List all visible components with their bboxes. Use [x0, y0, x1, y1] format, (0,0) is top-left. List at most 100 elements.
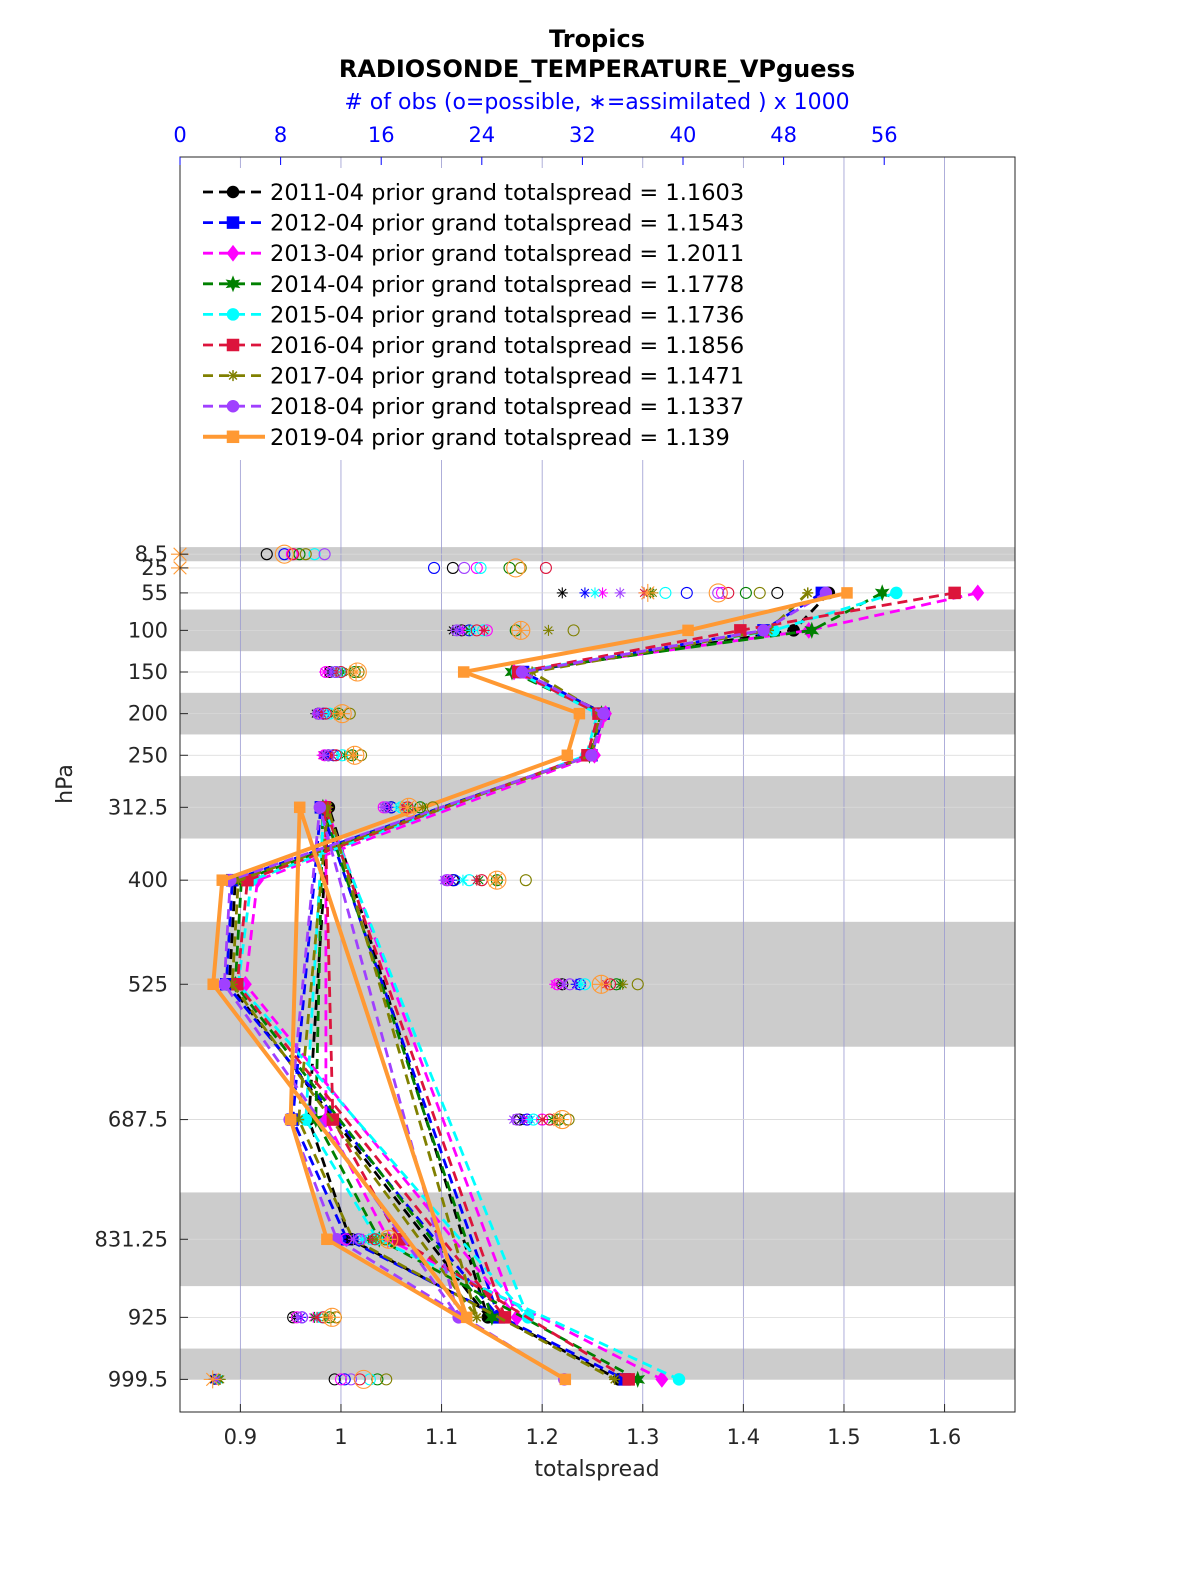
asterisk-stroke — [326, 667, 336, 677]
asterisk-stroke — [472, 875, 482, 885]
asterisk-stroke — [610, 1374, 620, 1384]
assimilated-count-marker — [597, 587, 609, 599]
data-point — [226, 399, 240, 413]
data-point — [559, 1373, 572, 1386]
data-point — [227, 370, 239, 382]
data-point — [284, 1113, 297, 1126]
possible-count-marker — [659, 586, 672, 599]
data-point — [226, 338, 240, 352]
possible-count-marker — [380, 1373, 393, 1386]
asterisk-stroke — [598, 588, 607, 598]
asterisk-stroke — [452, 626, 461, 635]
assimilated-count-marker — [486, 871, 505, 890]
possible-count-marker — [293, 548, 306, 561]
data-point — [655, 1371, 669, 1388]
asterisk-stroke — [380, 1232, 395, 1247]
assimilated-count-marker — [451, 624, 463, 636]
possible-count-marker — [287, 548, 300, 561]
asterisk-stroke — [590, 588, 600, 598]
legend-label: 2017-04 prior grand totalspread = 1.1471 — [270, 364, 744, 390]
possible-count-marker — [344, 1373, 358, 1386]
data-point — [757, 624, 770, 637]
asterisk-stroke — [488, 873, 503, 887]
asterisk-stroke — [615, 588, 625, 598]
asterisk-stroke — [576, 979, 586, 989]
series-line — [211, 590, 848, 1382]
possible-count-marker — [308, 548, 321, 561]
assimilated-count-marker — [311, 1311, 323, 1323]
data-point — [216, 874, 229, 886]
possible-count-marker — [334, 1373, 348, 1386]
possible-count-marker — [470, 561, 483, 574]
x-tick-label: 1.2 — [525, 1425, 558, 1449]
asterisk-stroke — [558, 588, 567, 598]
possible-count-marker — [278, 548, 291, 561]
top-axis-label: # of obs (o=possible, ∗=assimilated ) x … — [344, 90, 849, 115]
data-point — [971, 584, 985, 602]
asterisk-stroke — [641, 586, 655, 600]
asterisk-stroke — [803, 588, 813, 598]
asterisk-stroke — [324, 1310, 338, 1325]
data-point — [804, 621, 820, 639]
asterisk-stroke — [327, 750, 337, 760]
top-tick-label: 24 — [468, 123, 495, 147]
asterisk-stroke — [508, 1115, 518, 1124]
asterisk-stroke — [379, 803, 388, 812]
x-tick-label: 1.4 — [727, 1425, 760, 1449]
asterisk-stroke — [312, 709, 322, 718]
possible-count-marker — [708, 583, 728, 603]
y-axis-label: hPa — [53, 764, 78, 804]
asterisk-stroke — [480, 626, 489, 635]
data-point — [457, 666, 470, 678]
assimilated-count-marker — [614, 587, 626, 599]
asterisk-stroke — [349, 665, 363, 679]
assimilated-count-marker — [525, 1114, 537, 1126]
y-tick-label: 312.5 — [108, 795, 168, 819]
y-tick-label: 831.25 — [95, 1227, 168, 1251]
series-2019-04 — [207, 587, 853, 1386]
data-point — [293, 801, 306, 814]
assimilated-count-marker — [321, 1308, 340, 1327]
legend-label: 2014-04 prior grand totalspread = 1.1778 — [270, 272, 744, 298]
x-tick-label: 1.6 — [928, 1425, 961, 1449]
data-point — [597, 707, 610, 720]
y-tick-label: 250 — [128, 743, 168, 767]
data-point — [226, 216, 240, 229]
assimilated-count-marker — [579, 587, 591, 599]
data-point — [226, 308, 240, 321]
assimilated-count-marker — [478, 624, 490, 636]
asterisk-stroke — [371, 1235, 381, 1244]
possible-count-marker — [274, 544, 294, 564]
assimilated-count-marker — [378, 1230, 397, 1249]
data-point — [226, 185, 240, 199]
y-tick-label: 525 — [128, 972, 168, 996]
asterisk-stroke — [312, 1313, 322, 1322]
data-point — [874, 584, 890, 602]
asterisk-stroke — [526, 1115, 536, 1124]
possible-count-marker — [539, 561, 552, 574]
series-line — [235, 591, 955, 1381]
x-tick-label: 1 — [334, 1425, 347, 1449]
asterisk-stroke — [618, 979, 627, 989]
chart-title: Tropics — [549, 25, 645, 53]
assimilated-count-marker — [370, 1233, 382, 1245]
legend-label: 2018-04 prior grand totalspread = 1.1337 — [270, 394, 744, 420]
asterisk-stroke — [559, 979, 568, 989]
legend-label: 2015-04 prior grand totalspread = 1.1736 — [270, 302, 744, 328]
y-tick-label: 25 — [141, 556, 168, 580]
asterisk-stroke — [334, 706, 348, 721]
x-axis-label: totalspread — [534, 1457, 659, 1482]
possible-count-marker — [712, 586, 725, 599]
top-tick-label: 40 — [670, 123, 697, 147]
data-point — [471, 1311, 483, 1323]
asterisk-stroke — [550, 979, 560, 989]
possible-count-marker — [474, 561, 487, 574]
data-point — [890, 586, 903, 600]
assimilated-count-marker — [417, 801, 429, 813]
asterisk-stroke — [205, 1372, 220, 1387]
x-tick-label: 1.1 — [425, 1425, 458, 1449]
asterisk-stroke — [400, 800, 415, 815]
legend-label: 2019-04 prior grand totalspread = 1.139 — [270, 425, 730, 451]
assimilated-count-marker — [457, 874, 469, 886]
